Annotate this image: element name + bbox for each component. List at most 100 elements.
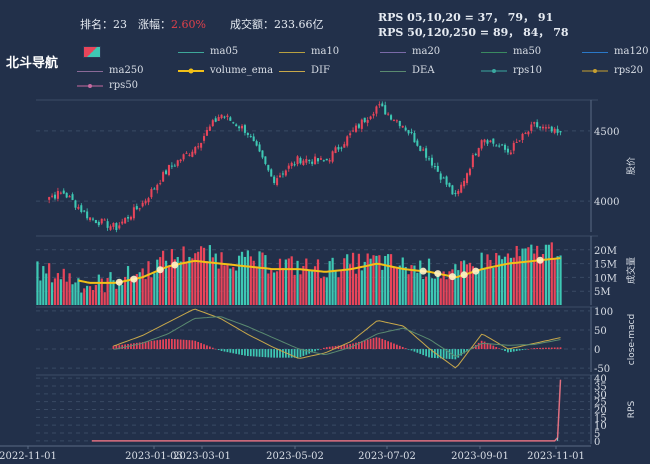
legend-rps20[interactable]: rps20 xyxy=(582,65,643,76)
rps-tick-label-3: 25 xyxy=(594,398,607,409)
volume-bar xyxy=(556,256,559,305)
volume-bar xyxy=(226,264,229,305)
legend-rps10[interactable]: rps10 xyxy=(481,65,543,76)
candle-body xyxy=(331,151,334,162)
macd-histogram-bar xyxy=(214,348,217,350)
candle-body xyxy=(416,140,419,146)
volume-bar xyxy=(524,248,527,305)
legend-ma120[interactable]: ma120 xyxy=(582,46,649,57)
candle-body xyxy=(127,216,130,219)
candle-body xyxy=(281,173,284,175)
macd-histogram-bar xyxy=(156,340,159,350)
legend-ma250[interactable]: ma250 xyxy=(77,65,144,76)
volume-bar xyxy=(416,272,419,305)
macd-histogram-bar xyxy=(258,349,261,357)
macd-histogram-bar xyxy=(381,338,384,350)
macd-histogram-bar xyxy=(483,341,486,350)
macd-histogram-bar xyxy=(539,347,541,350)
volume-bar xyxy=(223,265,226,305)
macd-histogram-bar xyxy=(331,346,334,350)
candle-body xyxy=(436,165,439,172)
macd-histogram-bar xyxy=(211,347,214,350)
macd-histogram-bar xyxy=(366,339,369,350)
volume-bar xyxy=(275,271,279,305)
candle-body xyxy=(536,122,539,128)
volume-bar xyxy=(235,270,238,305)
macd-histogram-bar xyxy=(276,349,278,358)
macd-histogram-bar xyxy=(495,346,498,350)
candle-body xyxy=(433,166,436,168)
volume-bar xyxy=(80,292,83,305)
volume-bar xyxy=(36,261,39,305)
candle-body xyxy=(302,160,305,166)
candle-body xyxy=(226,115,229,117)
candle-body xyxy=(518,140,521,142)
legend-dif[interactable]: DIF xyxy=(279,65,330,76)
candle-body xyxy=(480,140,483,149)
macd-histogram-bar xyxy=(173,339,176,350)
candle-body xyxy=(276,178,279,186)
candle-body xyxy=(413,132,416,143)
volume-bar xyxy=(313,266,317,305)
rps-line-2: RPS 50,120,250 = 89， 84， 78 xyxy=(378,26,569,39)
volume-ema-marker xyxy=(130,275,138,283)
volume-bar xyxy=(515,245,518,305)
macd-histogram-bar xyxy=(317,349,319,351)
candle-body xyxy=(176,160,179,166)
candle-body xyxy=(422,149,425,151)
volume-bar xyxy=(474,273,477,305)
macd-histogram-bar xyxy=(553,347,556,350)
volume-bar xyxy=(340,270,343,305)
legend-dea[interactable]: DEA xyxy=(380,65,435,76)
candle-body xyxy=(293,164,296,166)
volume-bar xyxy=(71,284,74,305)
macd-histogram-bar xyxy=(261,349,264,357)
macd-histogram-bar xyxy=(504,349,506,352)
volume-bar xyxy=(395,267,399,305)
legend-rps50[interactable]: rps50 xyxy=(77,80,138,91)
macd-histogram-bar xyxy=(194,340,197,350)
legend-volume-ema[interactable]: volume_ema xyxy=(178,65,273,76)
legend-ma20[interactable]: ma20 xyxy=(380,46,440,57)
volume-bar xyxy=(147,261,150,305)
macd-histogram-bar xyxy=(507,349,509,353)
candle-body xyxy=(74,200,77,208)
candle-body xyxy=(258,144,261,152)
legend-ma05[interactable]: ma05 xyxy=(178,46,238,57)
candle-body xyxy=(387,113,390,115)
volume-bar xyxy=(141,268,144,305)
volume-bar xyxy=(129,277,133,305)
volume-bar xyxy=(240,251,244,305)
volume-bar xyxy=(103,292,106,305)
volume-bar xyxy=(489,259,492,305)
ma250-line-icon xyxy=(77,71,103,72)
volume-ema-marker xyxy=(419,267,427,275)
legend-dea-label: DEA xyxy=(412,65,435,76)
macd-histogram-bar xyxy=(130,343,132,350)
macd-histogram-bar xyxy=(434,349,436,358)
candle-body xyxy=(319,158,322,160)
macd-histogram-bar xyxy=(334,345,337,350)
volume-bar xyxy=(278,258,282,305)
volume-bar xyxy=(483,269,486,305)
volume-bar xyxy=(334,271,337,305)
volume-bar xyxy=(293,274,296,305)
macd-histogram-bar xyxy=(138,342,141,350)
volume-ema-marker xyxy=(434,270,442,278)
legend-rps10-label: rps10 xyxy=(513,65,543,76)
candle-body xyxy=(322,160,325,162)
volume-bar xyxy=(311,269,314,305)
candle-body xyxy=(65,192,68,198)
legend-ma50[interactable]: ma50 xyxy=(481,46,541,57)
candle-body xyxy=(77,206,80,209)
candle-body xyxy=(454,192,457,194)
x-tick-label-2: 2023-03-01 xyxy=(173,451,231,462)
legend-ma10[interactable]: ma10 xyxy=(279,46,339,57)
macd-histogram-bar xyxy=(460,349,463,356)
volume-bar xyxy=(86,285,89,305)
candle-body xyxy=(448,182,451,187)
volume-bar xyxy=(492,267,495,305)
candle-body xyxy=(162,172,165,182)
candle-body xyxy=(439,173,442,180)
candle-body xyxy=(375,106,378,114)
